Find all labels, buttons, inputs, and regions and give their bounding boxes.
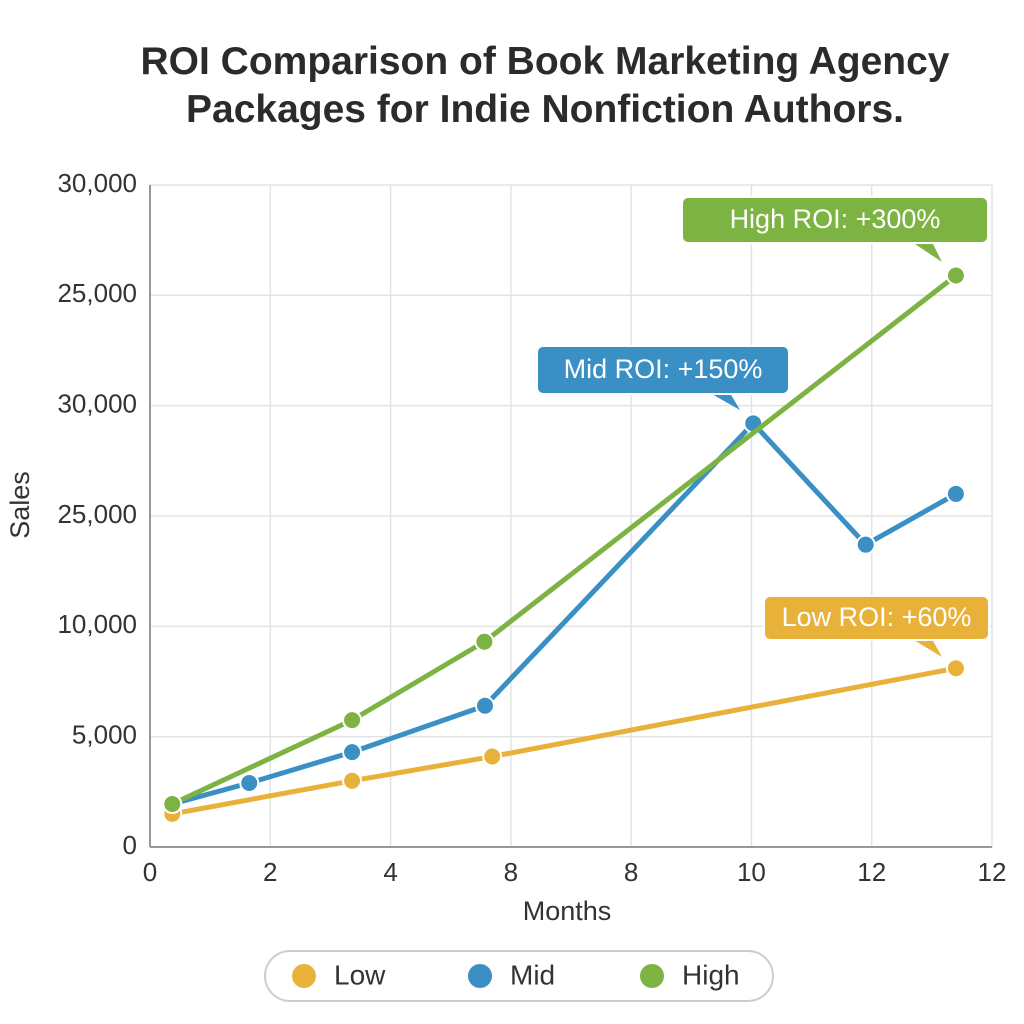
callout-text: Mid ROI: +150%	[564, 354, 763, 384]
y-tick-label: 10,000	[57, 609, 137, 639]
legend-label: Low	[334, 959, 386, 990]
data-point	[474, 695, 495, 716]
chart-title: ROI Comparison of Book Marketing Agency …	[140, 40, 950, 131]
data-point	[342, 710, 363, 731]
y-axis-label: Sales	[5, 471, 35, 539]
data-point	[162, 793, 183, 814]
data-point	[342, 742, 363, 763]
callout-text: Low ROI: +60%	[782, 602, 972, 632]
y-tick-label: 30,000	[57, 389, 137, 419]
data-point	[482, 746, 503, 767]
callout-text: High ROI: +300%	[730, 204, 941, 234]
x-axis-label: Months	[523, 896, 612, 926]
series-line	[171, 273, 958, 807]
callout-box	[536, 345, 790, 395]
y-tick-label: 25,000	[57, 278, 137, 308]
legend-marker	[468, 964, 492, 988]
data-point	[945, 265, 966, 286]
data-point	[855, 534, 876, 555]
x-tick-label: 0	[143, 857, 157, 887]
callout-box	[763, 595, 990, 641]
series-line	[171, 665, 957, 817]
data-point	[342, 770, 363, 791]
legend-label: Mid	[510, 959, 555, 990]
y-tick-label: 30,000	[57, 168, 137, 198]
legend-box	[264, 950, 774, 1002]
callout-pointer	[912, 242, 942, 262]
y-tick-label: 5,000	[72, 720, 137, 750]
callout-box	[681, 196, 989, 244]
data-point	[239, 773, 260, 794]
callout-pointer	[710, 393, 740, 410]
data-point	[474, 631, 495, 652]
data-point	[945, 658, 966, 679]
x-tick-label: 8	[504, 857, 518, 887]
x-tick-label: 12	[978, 857, 1007, 887]
data-point	[945, 483, 966, 504]
x-tick-label: 2	[263, 857, 277, 887]
x-tick-label: 10	[737, 857, 766, 887]
y-tick-label: 25,000	[57, 499, 137, 529]
y-tick-label: 0	[123, 830, 137, 860]
x-tick-label: 12	[857, 857, 886, 887]
legend-marker	[292, 964, 316, 988]
legend-marker	[640, 964, 664, 988]
legend-label: High	[682, 959, 740, 990]
x-tick-label: 8	[624, 857, 638, 887]
x-tick-label: 4	[383, 857, 397, 887]
callout-pointer	[912, 639, 942, 657]
